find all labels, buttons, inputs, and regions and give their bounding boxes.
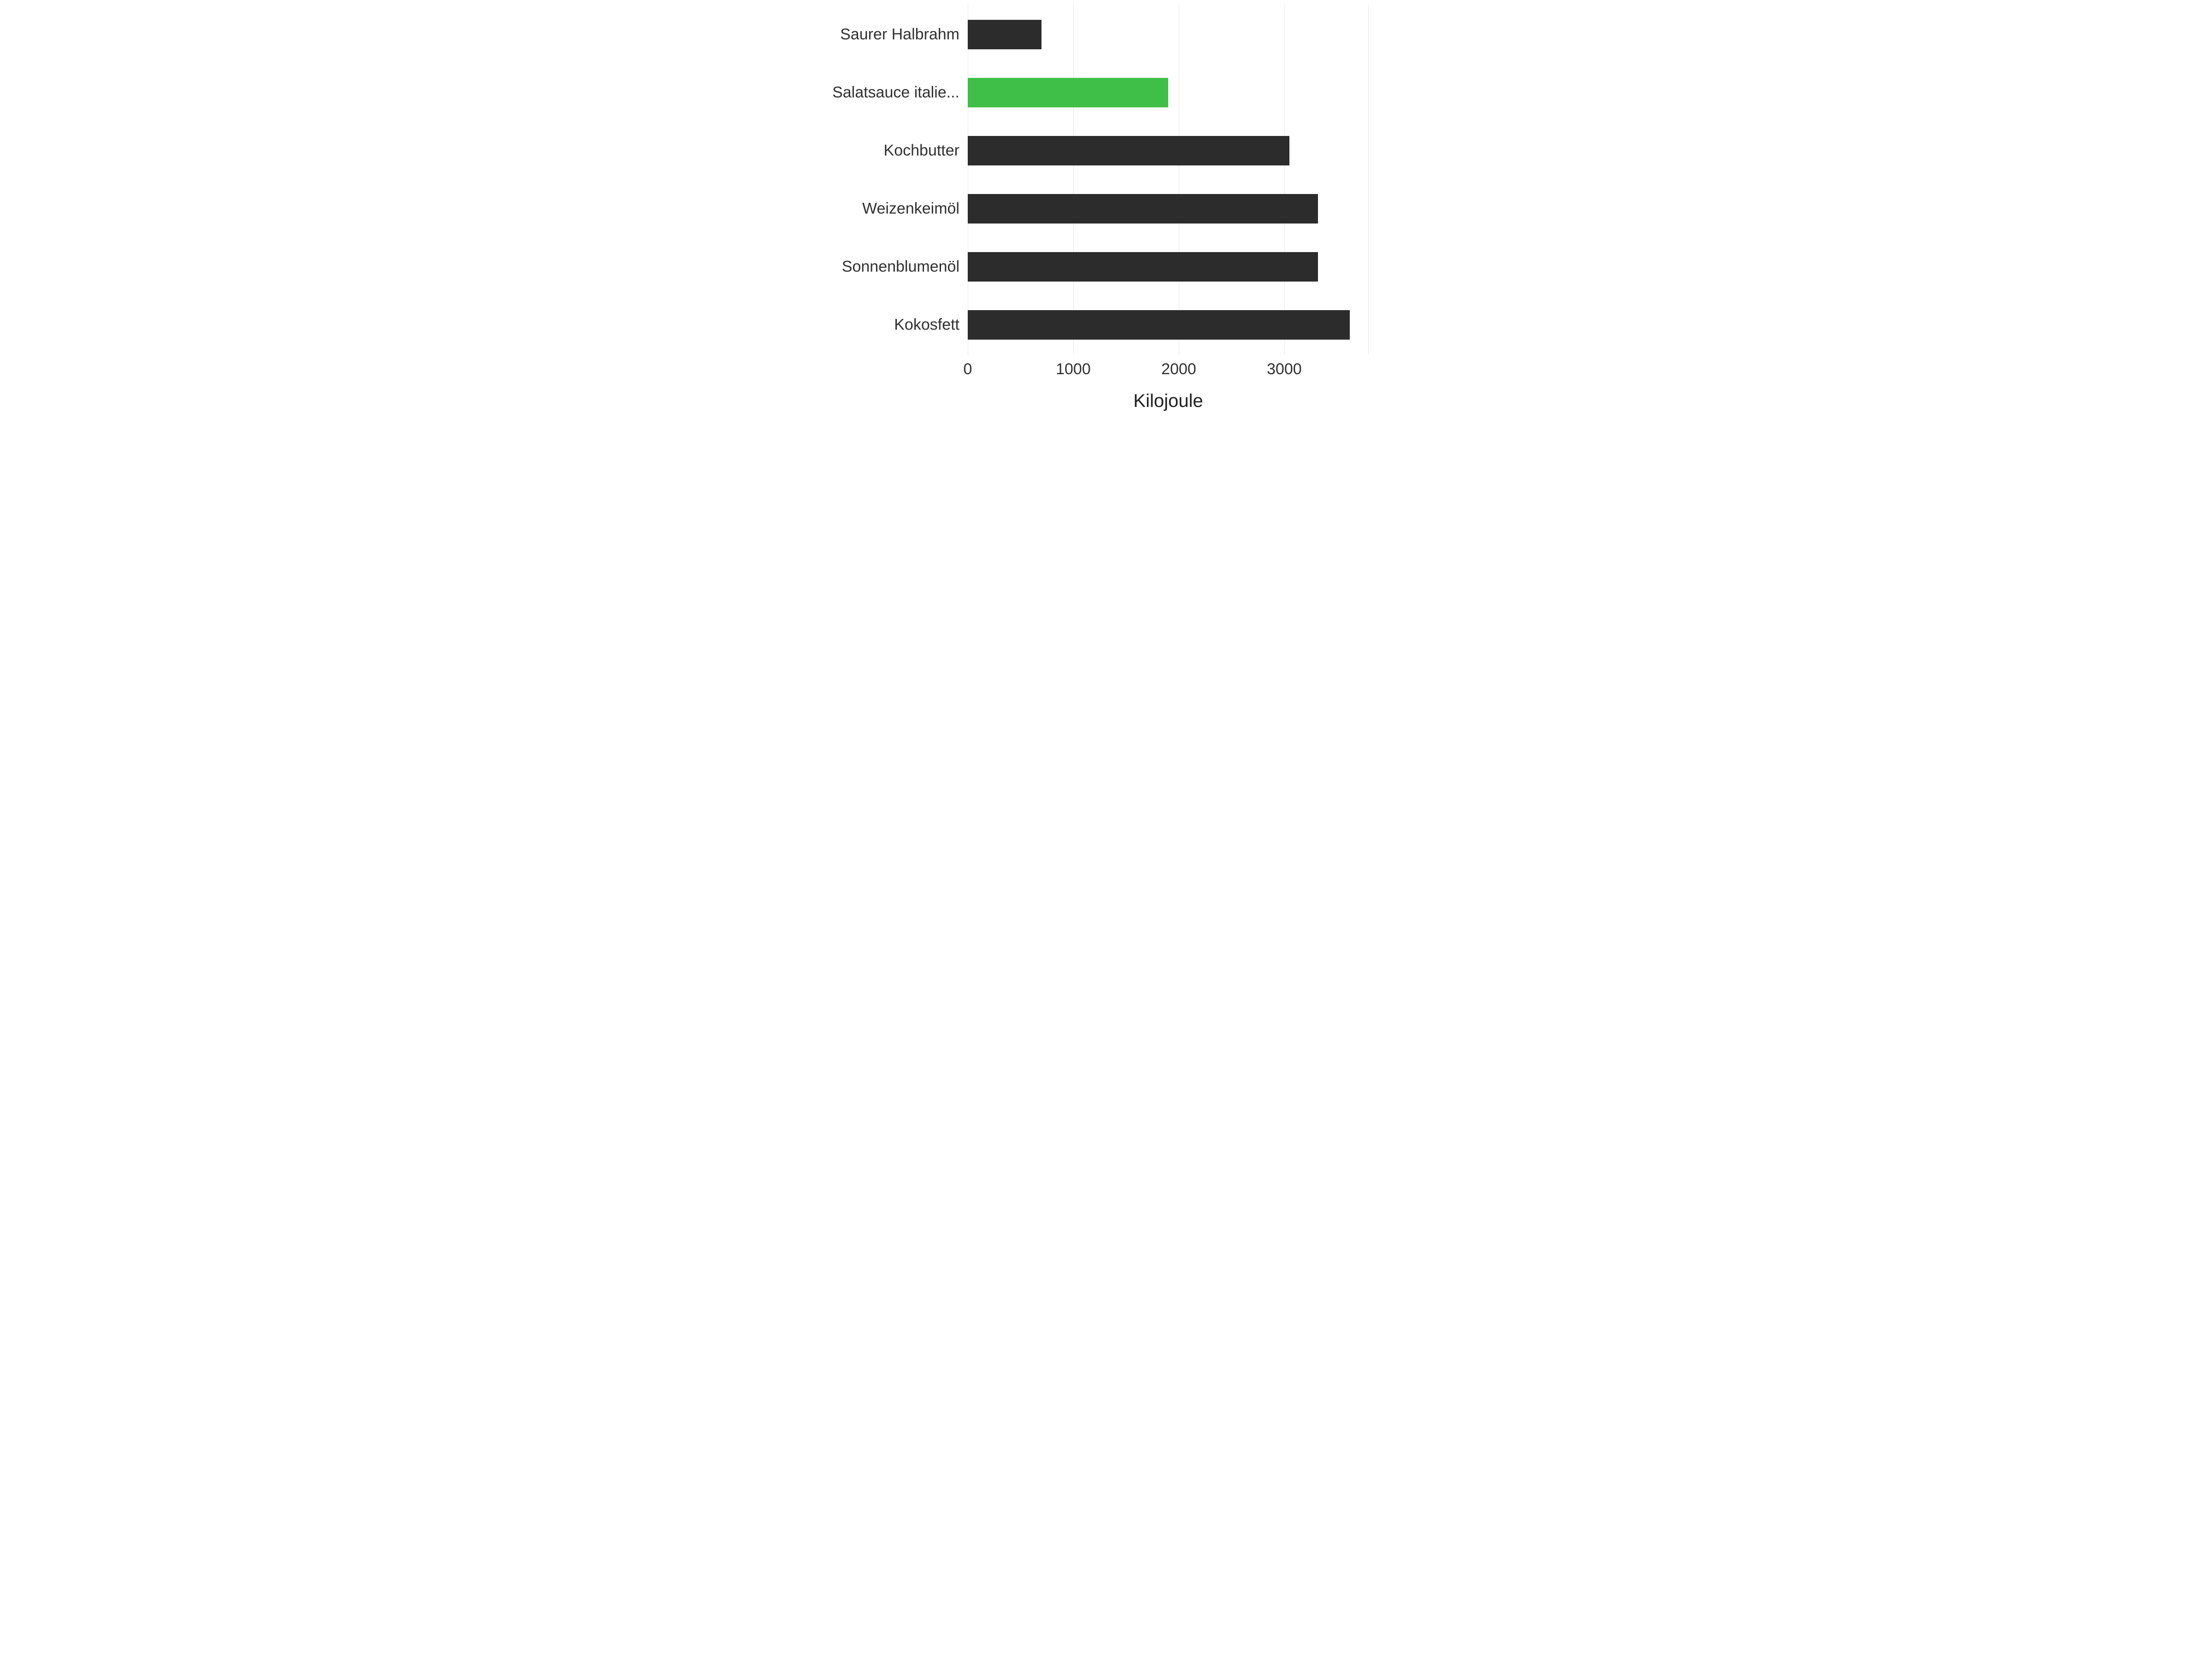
bar <box>968 310 1350 340</box>
grid-line <box>1284 5 1285 355</box>
bar <box>968 252 1318 282</box>
y-tick-label: Saurer Halbrahm <box>840 26 968 44</box>
x-tick-label: 3000 <box>1267 355 1302 378</box>
y-tick-label: Weizenkeimöl <box>862 200 968 218</box>
x-axis-title: Kilojoule <box>1133 391 1203 412</box>
plot-area: 0100020003000Saurer HalbrahmSalatsauce i… <box>968 5 1369 355</box>
y-tick-label: Salatsauce italie... <box>832 84 968 102</box>
bar <box>968 78 1168 107</box>
x-tick-label: 2000 <box>1161 355 1196 378</box>
y-tick-label: Kochbutter <box>884 142 968 160</box>
bar <box>968 136 1289 165</box>
x-tick-label: 0 <box>964 355 972 378</box>
plot-right-border <box>1368 5 1369 355</box>
chart-container: 0 1000 2000 3000 Saurer Halbrahm Salatsauce i… <box>830 0 1382 415</box>
bar <box>968 20 1041 49</box>
y-tick-label: Sonnenblumenöl <box>842 258 968 276</box>
y-tick-label: Kokosfett <box>894 316 968 334</box>
x-tick-label: 1000 <box>1056 355 1091 378</box>
bar <box>968 194 1318 224</box>
grid-line <box>1073 5 1074 355</box>
